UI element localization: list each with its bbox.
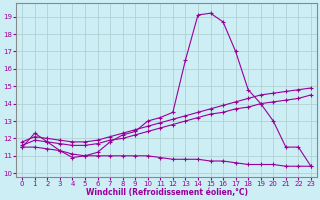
X-axis label: Windchill (Refroidissement éolien,°C): Windchill (Refroidissement éolien,°C) — [85, 188, 248, 197]
